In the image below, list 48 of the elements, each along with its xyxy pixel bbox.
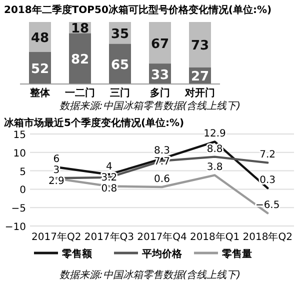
data-label: 73 — [190, 38, 210, 54]
x-tick-label: 2018年Q1 — [190, 231, 240, 243]
y-tick-label: −5 — [11, 204, 26, 215]
chart-title: 冰箱市场最近5个季度变化情况(单位:%) — [4, 117, 184, 129]
y-tick-label: −10 — [4, 222, 26, 233]
data-label: 65 — [110, 58, 130, 73]
data-label: 0.8 — [101, 183, 118, 194]
data-label: 7.2 — [260, 150, 276, 161]
data-label: 12.9 — [204, 128, 226, 140]
legend-label: 零售量 — [221, 248, 252, 260]
data-label: 2.9 — [48, 176, 64, 188]
data-label: 52 — [30, 62, 50, 77]
legend-label: 零售额 — [61, 248, 93, 260]
x-tick-label: 2017年Q3 — [84, 231, 134, 243]
source-note: 数据来源:中国冰箱零售数据(含线上线下) — [59, 269, 241, 281]
y-tick-label: 15 — [13, 130, 26, 141]
data-label: 0.6 — [154, 174, 170, 185]
data-label: 35 — [110, 26, 130, 42]
data-label: 3 — [53, 165, 60, 176]
data-label: 67 — [150, 36, 170, 52]
x-tick-label: 多门 — [150, 87, 170, 99]
data-label: 4 — [106, 161, 112, 172]
legend-label: 平均价格 — [141, 248, 183, 260]
y-tick-label: 0 — [20, 185, 26, 196]
data-label: 18 — [70, 22, 90, 37]
data-label: 6 — [53, 154, 60, 166]
data-label: 3.8 — [206, 162, 223, 174]
x-tick-label: 2017年Q2 — [32, 231, 82, 243]
x-tick-label: 2017年Q4 — [137, 231, 187, 243]
y-tick-label: 10 — [13, 148, 26, 160]
source-note: 数据来源:中国冰箱零售数据(含线上线下) — [59, 100, 241, 112]
data-label: 33 — [150, 68, 170, 83]
data-label: 82 — [70, 52, 90, 68]
data-label: 27 — [190, 70, 210, 85]
x-tick-label: 2018年Q2 — [242, 231, 292, 243]
data-label: 7.7 — [154, 156, 170, 168]
data-label: 8.8 — [206, 144, 223, 155]
x-tick-label: 一二门 — [65, 87, 95, 99]
chart-title: 2018年二季度TOP50冰箱可比型号价格变化情况(单位:%) — [4, 4, 272, 16]
bar — [189, 22, 211, 68]
data-label: 0.3 — [260, 175, 276, 186]
x-tick-label: 三门 — [110, 87, 130, 99]
data-label: −6.5 — [255, 200, 280, 212]
data-label: 8.3 — [154, 146, 170, 157]
x-tick-label: 对开门 — [184, 87, 215, 99]
data-label: 48 — [30, 30, 50, 46]
x-tick-label: 整体 — [29, 87, 51, 99]
y-tick-label: 5 — [20, 166, 26, 178]
